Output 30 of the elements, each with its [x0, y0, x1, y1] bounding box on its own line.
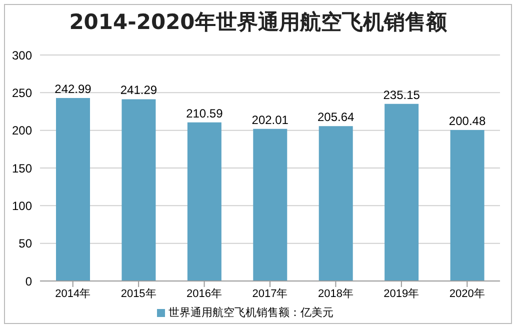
y-tick-label: 0 [25, 274, 32, 288]
data-label: 235.15 [383, 88, 420, 102]
y-tick-label: 300 [12, 48, 32, 62]
y-tick-label: 100 [12, 198, 32, 213]
x-tick-label: 2017年 [252, 288, 288, 300]
data-label: 205.64 [318, 110, 355, 124]
bar [450, 130, 484, 281]
bar [122, 99, 156, 281]
bar [253, 128, 288, 281]
x-tick-label: 2016年 [186, 288, 222, 300]
x-tick-label: 2014年 [55, 288, 91, 300]
data-label: 210.59 [186, 106, 224, 120]
y-tick-label: 250 [12, 86, 32, 100]
y-tick-label: 200 [12, 124, 32, 138]
legend-label: 世界通用航空飞机销售额：亿美元 [168, 307, 334, 319]
bar [384, 104, 419, 281]
chart-title: 2014-2020年世界通用航空飞机销售额 [68, 9, 448, 36]
x-tick-label: 2018年 [318, 288, 354, 300]
bar [187, 122, 222, 281]
x-tick-label: 2019年 [384, 288, 420, 300]
bar [318, 126, 353, 281]
y-tick-label: 50 [18, 236, 32, 251]
data-label: 242.99 [54, 82, 92, 96]
x-tick-label: 2020年 [449, 288, 485, 300]
y-tick-label: 150 [12, 161, 32, 176]
data-label: 200.48 [448, 114, 486, 128]
bar [56, 98, 90, 281]
x-tick-label: 2015年 [120, 288, 156, 300]
data-label: 241.29 [120, 83, 158, 98]
data-label: 202.01 [252, 112, 289, 127]
